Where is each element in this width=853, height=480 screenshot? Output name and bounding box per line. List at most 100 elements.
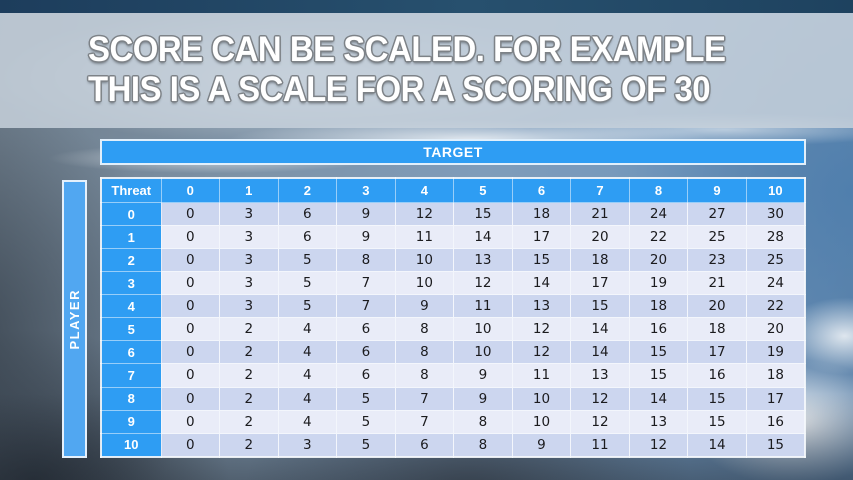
table-cell: 10 (453, 317, 513, 342)
table-cell: 21 (687, 271, 747, 296)
table-row: 4 0 3 5 7 9 11 13 15 18 20 22 (100, 294, 806, 319)
table-row: 0 0 3 6 9 12 15 18 21 24 27 30 (100, 201, 806, 227)
player-axis-label: PLAYER (62, 180, 87, 458)
table-cell: 2 (219, 409, 279, 434)
table-cell: 24 (628, 201, 689, 227)
table-cell: 16 (745, 409, 806, 434)
column-header: 2 (277, 177, 338, 203)
row-label: 10 (100, 432, 162, 458)
table-cell: 3 (277, 432, 338, 458)
table-cell: 8 (336, 248, 396, 273)
table-cell: 10 (394, 248, 455, 273)
table-cell: 0 (160, 271, 221, 296)
table-cell: 11 (453, 294, 513, 319)
top-accent-bar (0, 0, 853, 13)
table-cell: 18 (687, 317, 747, 342)
table-cell: 5 (277, 271, 338, 296)
table-cell: 12 (570, 409, 630, 434)
row-label: 4 (100, 294, 162, 319)
table-cell: 12 (628, 432, 689, 458)
table-cell: 15 (687, 409, 747, 434)
table-cell: 3 (219, 294, 279, 319)
table-cell: 10 (394, 271, 455, 296)
row-label: 6 (100, 340, 162, 365)
table-cell: 4 (277, 317, 338, 342)
table-cell: 6 (277, 201, 338, 227)
table-row: 9 0 2 4 5 7 8 10 12 13 15 16 (100, 409, 806, 434)
table-cell: 0 (160, 386, 221, 411)
table-cell: 20 (628, 248, 689, 273)
table-cell: 7 (394, 409, 455, 434)
table-cell: 28 (745, 225, 806, 250)
table-cell: 25 (745, 248, 806, 273)
table-cell: 18 (511, 201, 572, 227)
target-axis-label: TARGET (100, 139, 806, 165)
table-cell: 17 (745, 386, 806, 411)
table-cell: 0 (160, 201, 221, 227)
table-cell: 14 (511, 271, 572, 296)
column-header: 3 (336, 177, 396, 203)
table-cell: 6 (336, 340, 396, 365)
table-cell: 9 (336, 225, 396, 250)
table-cell: 17 (570, 271, 630, 296)
table-cell: 17 (511, 225, 572, 250)
table-cell: 13 (453, 248, 513, 273)
table-cell: 2 (219, 317, 279, 342)
table-cell: 16 (628, 317, 689, 342)
table-cell: 7 (336, 294, 396, 319)
table-cell: 23 (687, 248, 747, 273)
table-cell: 9 (394, 294, 455, 319)
table-cell: 15 (628, 363, 689, 388)
table-cell: 6 (394, 432, 455, 458)
table-cell: 20 (687, 294, 747, 319)
column-header: 7 (570, 177, 630, 203)
table-cell: 11 (570, 432, 630, 458)
table-cell: 5 (336, 409, 396, 434)
table-cell: 25 (687, 225, 747, 250)
table-cell: 6 (336, 363, 396, 388)
table-cell: 15 (453, 201, 513, 227)
table-cell: 24 (745, 271, 806, 296)
table-cell: 19 (745, 340, 806, 365)
table-cell: 16 (687, 363, 747, 388)
table-cell: 15 (687, 386, 747, 411)
table-cell: 4 (277, 363, 338, 388)
table-cell: 22 (628, 225, 689, 250)
table-cell: 7 (336, 271, 396, 296)
table-cell: 12 (511, 317, 572, 342)
slide-title-line1: SCORE CAN BE SCALED. FOR EXAMPLE (88, 30, 726, 69)
table-row: 2 0 3 5 8 10 13 15 18 20 23 25 (100, 248, 806, 273)
slide-title: SCORE CAN BE SCALED. FOR EXAMPLE THIS IS… (88, 30, 726, 110)
table-row: 3 0 3 5 7 10 12 14 17 19 21 24 (100, 271, 806, 296)
row-label: 8 (100, 386, 162, 411)
row-label: 9 (100, 409, 162, 434)
score-matrix-table: Threat 0 1 2 3 4 5 6 7 8 9 10 0 0 3 6 9 12 15 18 21 24 27 30 1 0 3… (100, 177, 806, 458)
table-cell: 22 (745, 294, 806, 319)
table-cell: 9 (453, 386, 513, 411)
table-cell: 10 (511, 386, 572, 411)
column-header: 6 (511, 177, 572, 203)
table-cell: 0 (160, 432, 221, 458)
table-cell: 5 (277, 294, 338, 319)
table-cell: 0 (160, 248, 221, 273)
table-cell: 14 (453, 225, 513, 250)
table-cell: 13 (628, 409, 689, 434)
column-header: 5 (453, 177, 513, 203)
table-cell: 20 (570, 225, 630, 250)
table-cell: 3 (219, 271, 279, 296)
table-cell: 0 (160, 294, 221, 319)
table-cell: 18 (628, 294, 689, 319)
table-cell: 3 (219, 248, 279, 273)
table-row: 8 0 2 4 5 7 9 10 12 14 15 17 (100, 386, 806, 411)
table-cell: 15 (628, 340, 689, 365)
column-header: 1 (219, 177, 279, 203)
title-band (0, 13, 853, 128)
table-cell: 7 (394, 386, 455, 411)
table-cell: 12 (511, 340, 572, 365)
table-cell: 0 (160, 409, 221, 434)
table-cell: 3 (219, 225, 279, 250)
table-cell: 15 (511, 248, 572, 273)
header-row: Threat 0 1 2 3 4 5 6 7 8 9 10 (100, 177, 806, 203)
table-cell: 27 (687, 201, 747, 227)
table-cell: 14 (687, 432, 747, 458)
